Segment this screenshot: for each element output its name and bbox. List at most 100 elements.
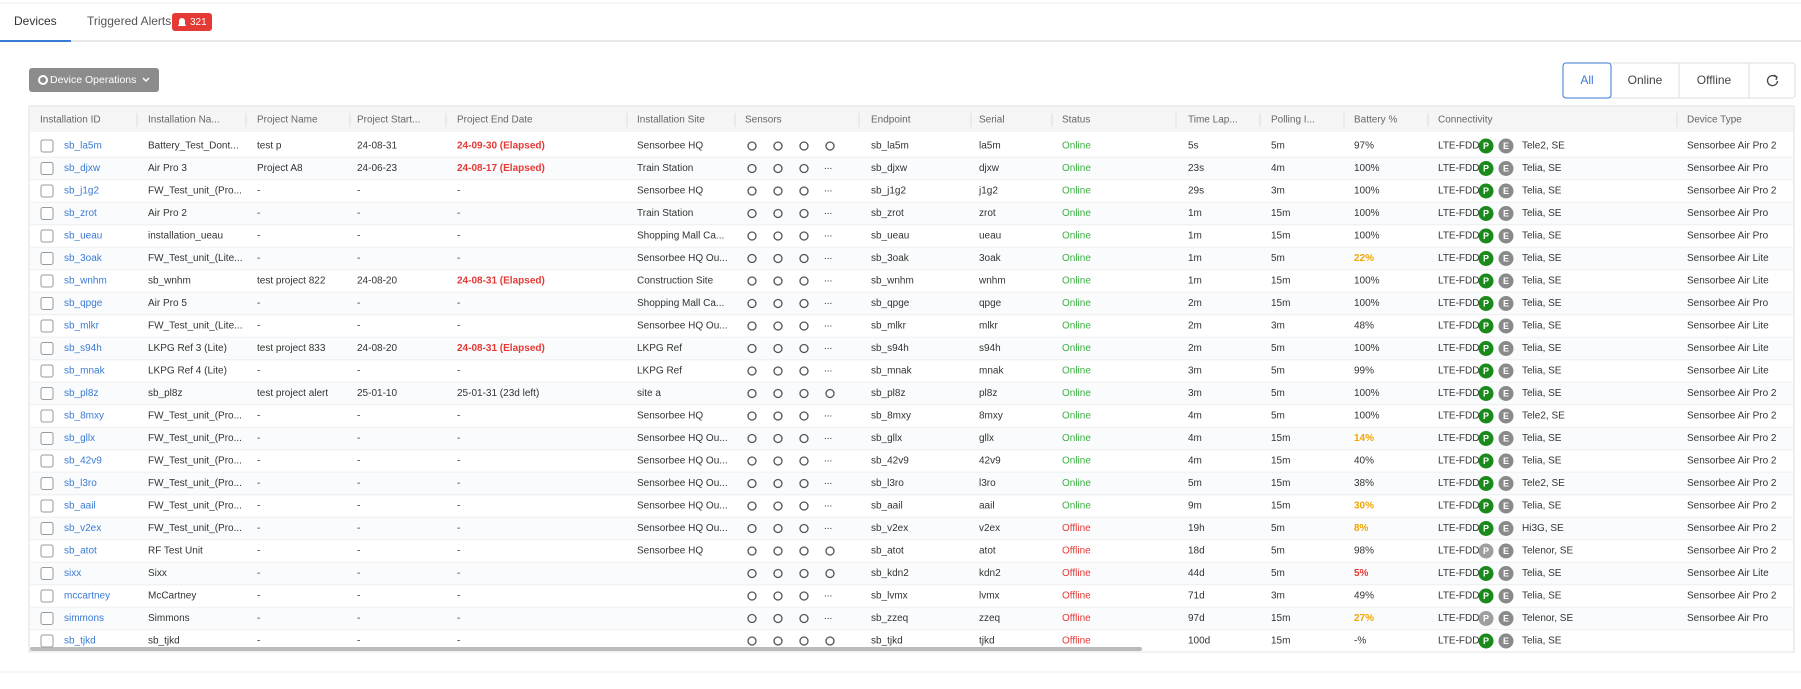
cell-id[interactable]: sb_v2ex [64,523,101,534]
column-header[interactable]: Project Start... [357,115,420,126]
row-checkbox[interactable] [40,207,54,220]
row-checkbox[interactable] [40,432,54,445]
cell-operator: Telenor, SE [1522,613,1573,624]
cell-id[interactable]: sb_ueau [64,231,102,242]
cell-serial: atot [979,546,996,557]
column-header[interactable]: Sensors [745,115,782,126]
cell-id[interactable]: mccartney [64,591,110,602]
provider-letter: P [1483,141,1489,151]
cell-id[interactable]: sb_42v9 [64,456,102,467]
cell-time: 5m [1188,478,1202,489]
cell-id[interactable]: sixx [64,568,81,579]
row-checkbox[interactable] [40,252,54,265]
row-stripe [30,337,1793,360]
operations-button[interactable] [29,68,159,92]
column-header[interactable]: Project Name [257,115,318,126]
sensor-more: ... [824,319,832,330]
row-checkbox[interactable] [40,477,54,490]
cell-name: Simmons [148,613,190,624]
row-checkbox[interactable] [40,342,54,355]
row-checkbox[interactable] [40,567,54,580]
row-checkbox[interactable] [40,162,54,175]
sensor-icon [799,276,809,286]
sensor-more: ... [824,161,832,172]
column-header[interactable]: Project End Date [457,115,533,126]
cell-start: - [357,433,360,444]
refresh-icon[interactable] [1766,74,1779,87]
alerts-tab[interactable]: Triggered Alerts [87,14,171,28]
filter-button[interactable]: Offline [1697,73,1732,87]
row-checkbox[interactable] [40,634,54,648]
column-header[interactable]: Serial [979,115,1005,126]
cell-polling: 5m [1271,546,1285,557]
column-header[interactable]: Time Lap... [1188,115,1238,126]
row-checkbox[interactable] [40,184,54,198]
cell-start: - [357,298,360,309]
cell-start: - [357,321,360,332]
row-checkbox[interactable] [40,297,54,310]
column-header[interactable]: Endpoint [871,115,911,126]
row-checkbox[interactable] [40,364,54,378]
sensor-icon [747,388,757,399]
cell-id[interactable]: sb_zrot [64,208,97,219]
cell-id[interactable]: sb_3oak [64,253,103,264]
filter-button[interactable]: Online [1628,73,1663,87]
row-checkbox[interactable] [40,229,54,243]
row-checkbox[interactable] [40,522,54,535]
sensor-icon [747,591,757,601]
row-checkbox[interactable] [40,409,54,423]
cell-time: 4m [1188,411,1202,422]
cell-polling: 3m [1271,591,1285,602]
column-header[interactable]: Connectivity [1438,115,1492,126]
cell-id[interactable]: sb_mlkr [64,321,100,332]
cell-id[interactable]: sb_8mxy [64,411,104,422]
cell-id[interactable]: sb_gllx [64,433,95,444]
cell-status: Online [1062,208,1091,219]
cell-id[interactable]: sb_pl8z [64,388,98,399]
row-checkbox[interactable] [40,499,54,513]
row-checkbox[interactable] [40,544,54,558]
row-checkbox[interactable] [40,387,54,400]
column-header[interactable]: Battery % [1354,115,1397,126]
esim-badge [1498,296,1514,311]
cell-time: 3m [1188,388,1202,399]
sensor-icon [773,433,783,444]
filter-button[interactable]: All [1580,73,1593,87]
cell-id[interactable]: sb_atot [64,546,97,557]
esim-letter: E [1503,433,1509,443]
cell-id[interactable]: sb_l3ro [64,478,97,489]
column-header[interactable]: Device Type [1687,115,1742,126]
filter-active [1562,62,1612,99]
row-checkbox[interactable] [40,319,54,333]
row-checkbox[interactable] [40,589,54,603]
cell-id[interactable]: sb_tjkd [64,636,96,647]
cell-id[interactable]: simmons [64,613,104,624]
column-header[interactable]: Installation Na... [148,115,220,126]
row-checkbox[interactable] [40,454,54,468]
cell-serial: mlkr [979,321,999,332]
cell-id[interactable]: sb_j1g2 [64,186,99,197]
cell-serial: pl8z [979,388,997,399]
cell-id[interactable]: sb_aail [64,501,96,512]
cell-id[interactable]: sb_la5m [64,141,102,152]
sensor-icon [799,231,809,241]
column-header[interactable]: Polling I... [1271,115,1315,126]
cell-id[interactable]: sb_qpge [64,298,103,309]
devices-tab[interactable]: Devices [14,14,57,28]
column-header[interactable]: Installation Site [637,115,705,126]
provider-badge [1478,138,1494,154]
cell-id[interactable]: sb_mnak [64,366,106,377]
cell-id[interactable]: sb_s94h [64,343,102,354]
sensor-more: ... [824,296,832,307]
provider-badge [1478,318,1494,334]
cell-id[interactable]: sb_wnhm [64,276,107,287]
column-header[interactable]: Installation ID [40,115,101,126]
row-checkbox[interactable] [40,274,54,288]
cell-operator: Telia, SE [1522,163,1562,174]
row-checkbox[interactable] [40,612,54,625]
cell-id[interactable]: sb_djxw [64,163,101,174]
cell-type: Sensorbee Air Lite [1687,276,1769,287]
provider-letter: P [1483,388,1489,398]
column-header[interactable]: Status [1062,115,1090,126]
row-checkbox[interactable] [40,139,54,153]
